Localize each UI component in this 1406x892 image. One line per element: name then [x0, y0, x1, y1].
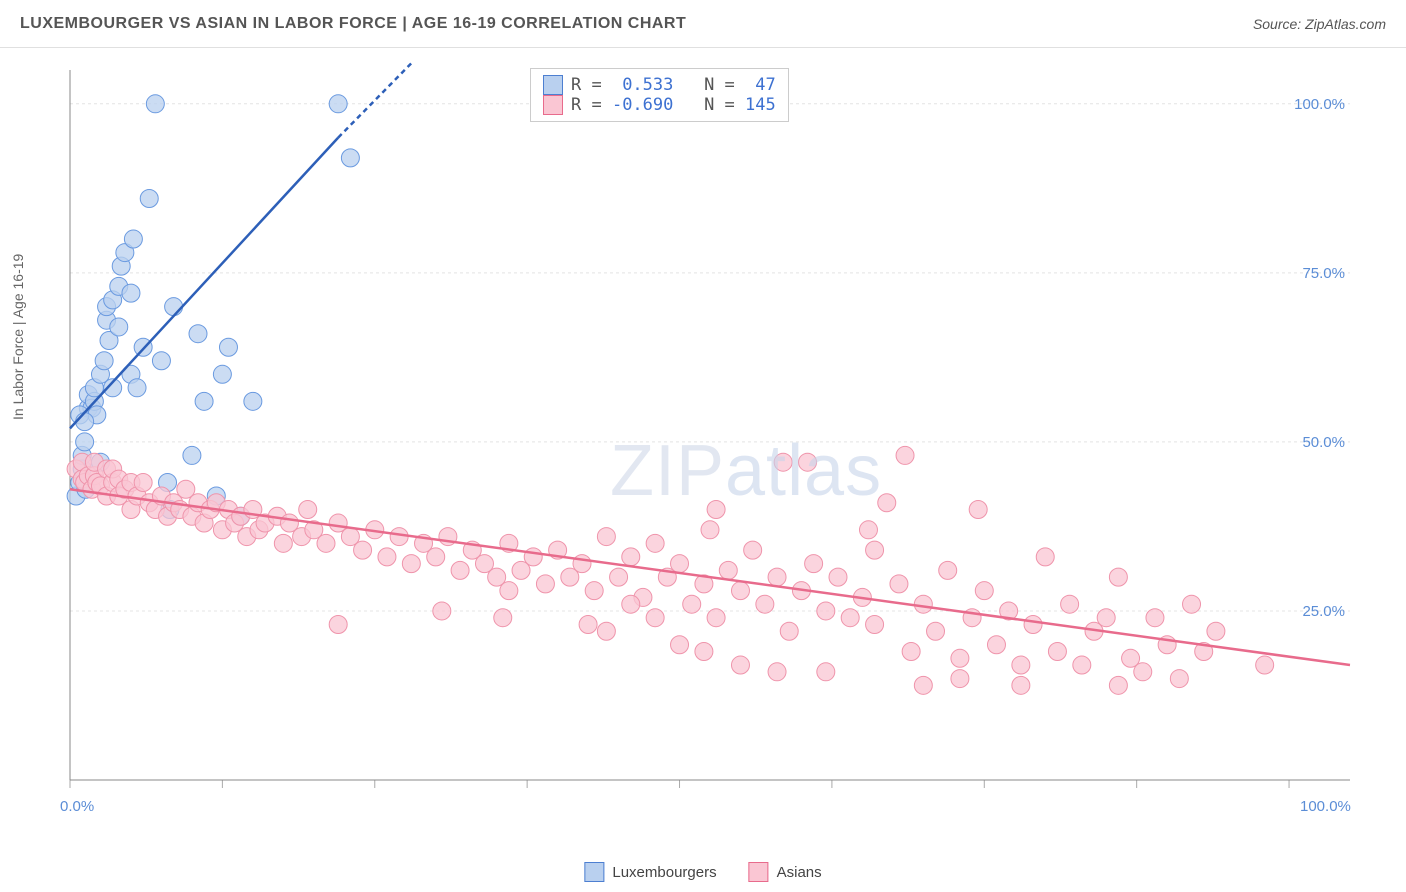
chart-title: LUXEMBOURGER VS ASIAN IN LABOR FORCE | A… [20, 15, 686, 33]
correlation-stats-box: R = 0.533 N = 47R = -0.690 N = 145 [530, 68, 789, 122]
x-axis-min-label: 0.0% [60, 798, 94, 815]
scatter-chart-svg: 25.0% 50.0% 75.0% 100.0% [50, 60, 1370, 820]
svg-text:75.0%: 75.0% [1302, 265, 1345, 282]
source-attribution: Source: ZipAtlas.com [1253, 16, 1386, 32]
stats-row: R = 0.533 N = 47 [543, 75, 776, 95]
legend-bottom: Luxembourgers Asians [584, 862, 821, 882]
svg-text:100.0%: 100.0% [1294, 96, 1345, 113]
chart-plot-area: 25.0%50.0%75.0%100.0% ZIPatlas R = 0.533… [50, 60, 1370, 820]
stats-row: R = -0.690 N = 145 [543, 95, 776, 115]
x-axis-max-label: 100.0% [1300, 798, 1351, 815]
legend-item: Luxembourgers [584, 862, 716, 882]
chart-header: LUXEMBOURGER VS ASIAN IN LABOR FORCE | A… [0, 0, 1406, 48]
svg-text:50.0%: 50.0% [1302, 434, 1345, 451]
svg-text:25.0%: 25.0% [1302, 603, 1345, 620]
legend-item: Asians [749, 862, 822, 882]
y-axis-label: In Labor Force | Age 16-19 [10, 254, 26, 420]
